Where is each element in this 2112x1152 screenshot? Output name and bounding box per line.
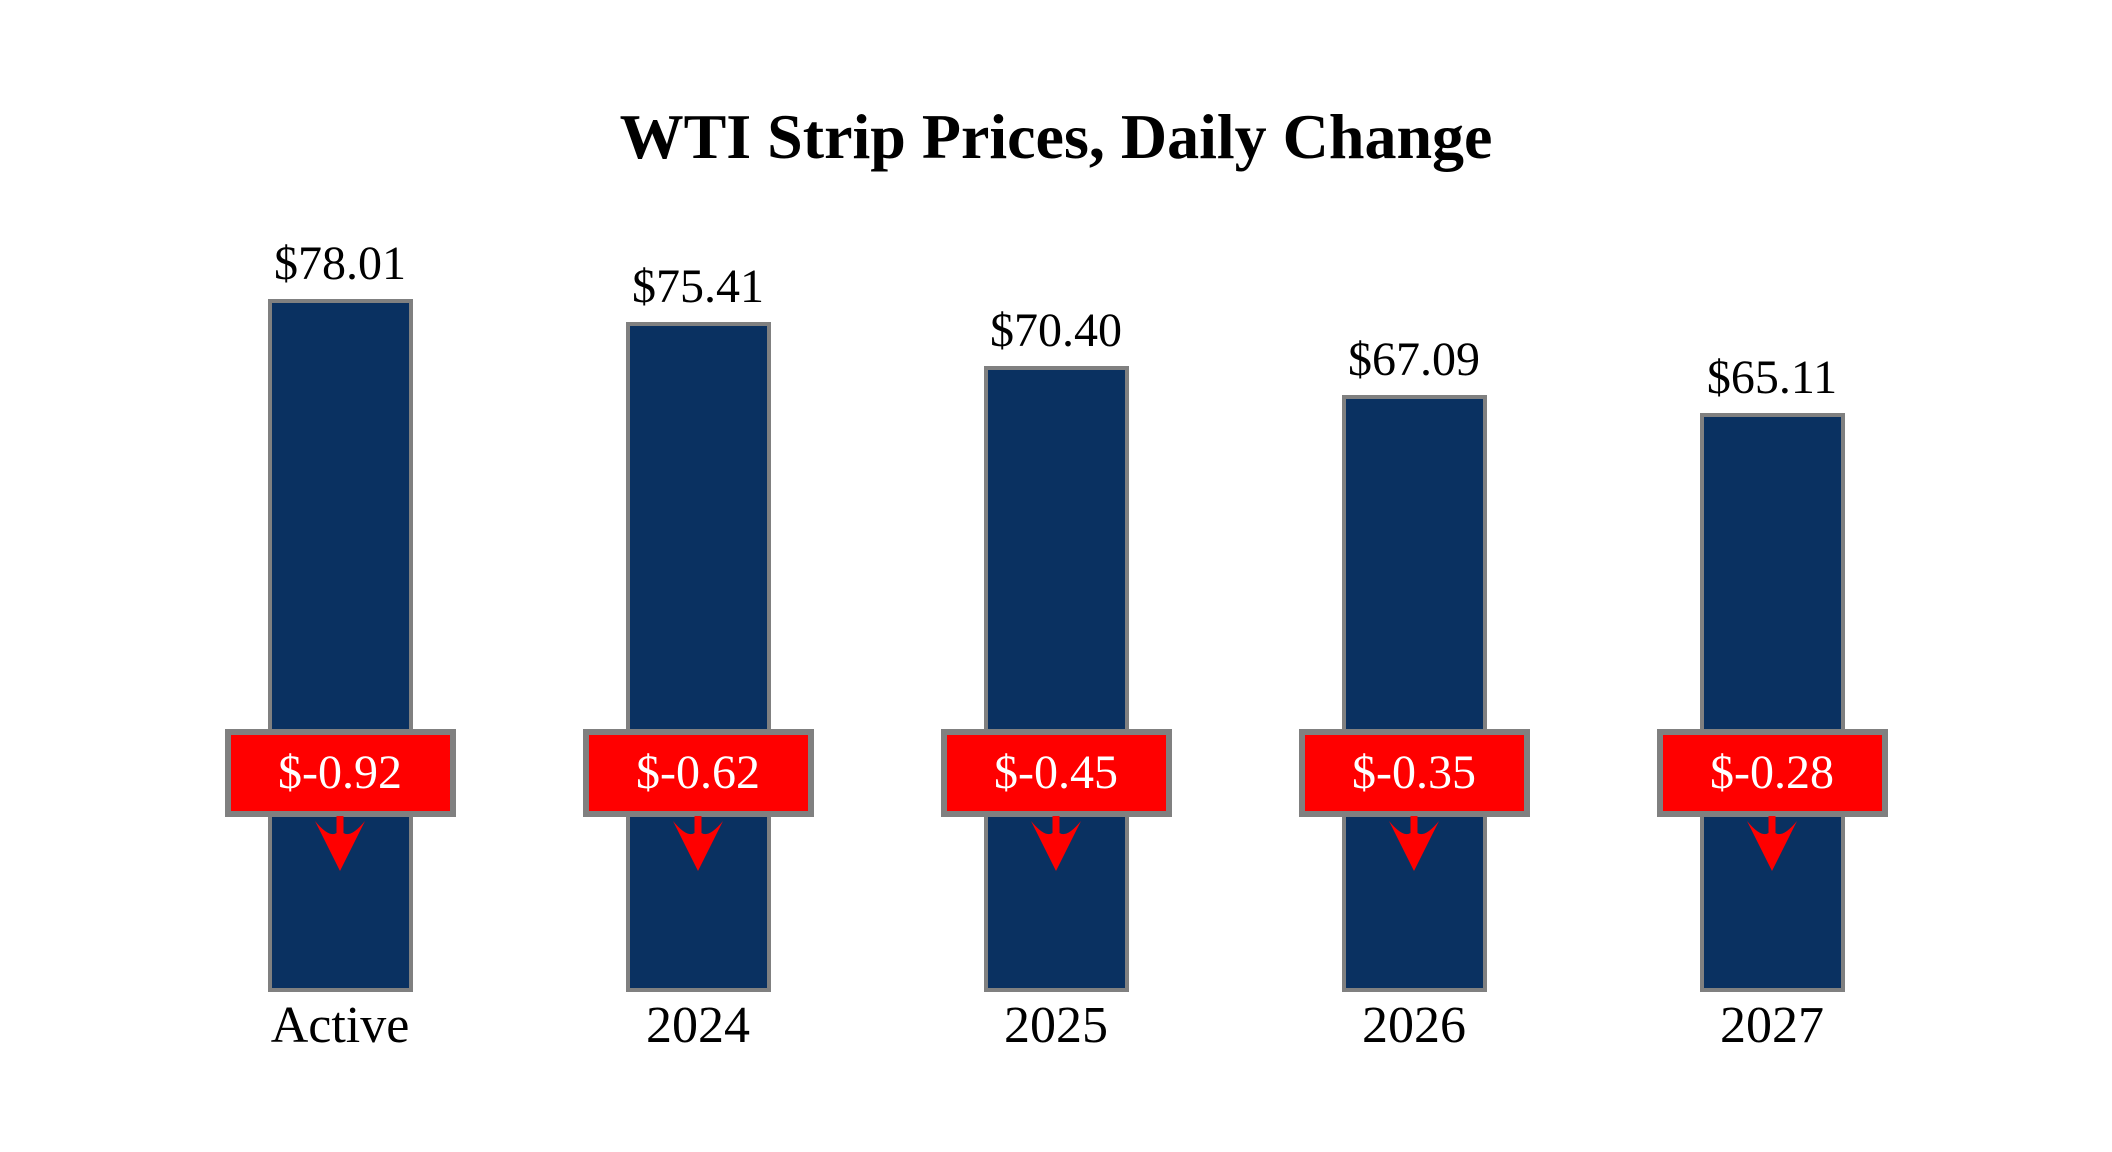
daily-change-box: $-0.35 xyxy=(1298,729,1530,817)
category-label-2027: 2027 xyxy=(1720,997,1824,1054)
price-label: $78.01 xyxy=(274,237,406,290)
price-label: $70.40 xyxy=(990,304,1122,357)
bar-2024 xyxy=(625,322,771,992)
category-label-2025: 2025 xyxy=(1004,997,1108,1054)
daily-change-box: $-0.92 xyxy=(224,729,456,817)
down-arrow-icon xyxy=(1746,815,1798,872)
bar-active xyxy=(267,299,413,992)
daily-change-box: $-0.45 xyxy=(940,729,1172,817)
bar-2026 xyxy=(1341,395,1487,992)
price-label: $65.11 xyxy=(1706,351,1838,404)
bar-2025 xyxy=(983,366,1129,992)
down-arrow-icon xyxy=(314,815,366,872)
chart-title: WTI Strip Prices, Daily Change xyxy=(619,101,1493,172)
bar-2027 xyxy=(1699,413,1845,992)
category-label-active: Active xyxy=(270,997,410,1054)
category-label-2026: 2026 xyxy=(1362,997,1466,1054)
daily-change-box: $-0.28 xyxy=(1656,729,1888,817)
category-label-2024: 2024 xyxy=(646,997,750,1054)
down-arrow-icon xyxy=(1030,815,1082,872)
daily-change-box: $-0.62 xyxy=(582,729,814,817)
price-label: $75.41 xyxy=(632,260,764,313)
price-label: $67.09 xyxy=(1348,333,1480,386)
down-arrow-icon xyxy=(1388,815,1440,872)
down-arrow-icon xyxy=(672,815,724,872)
